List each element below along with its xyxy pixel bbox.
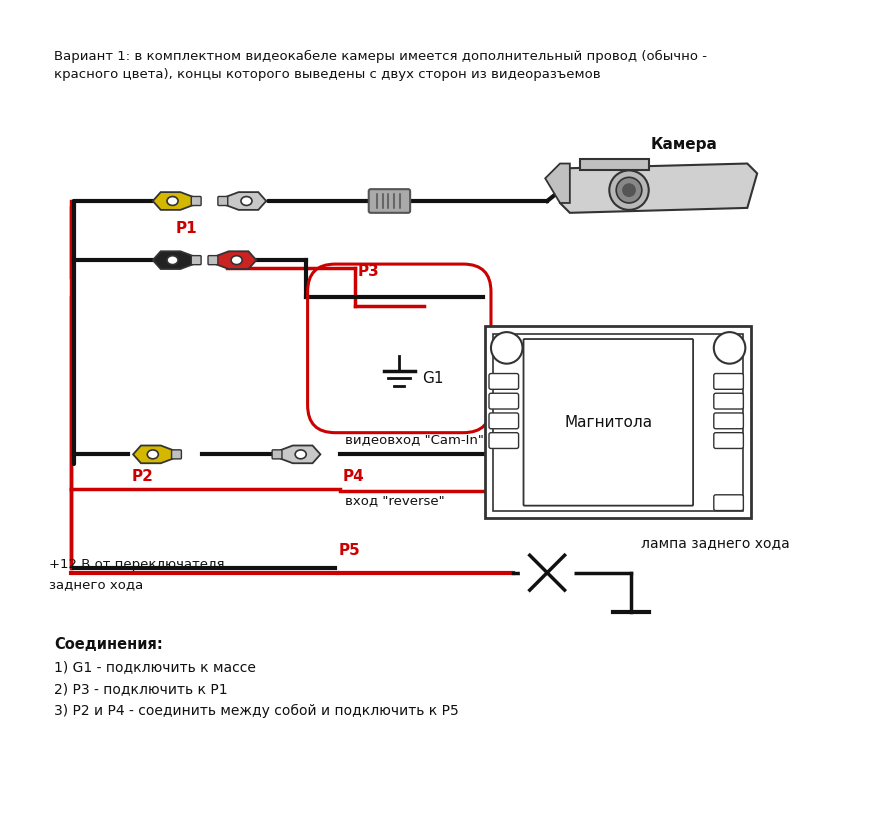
Polygon shape (153, 251, 192, 269)
Text: P2: P2 (131, 469, 153, 484)
FancyBboxPatch shape (713, 393, 743, 409)
Polygon shape (153, 192, 192, 210)
FancyBboxPatch shape (489, 393, 519, 409)
Text: заднего хода: заднего хода (50, 578, 143, 590)
Text: 1) G1 - подключить к массе: 1) G1 - подключить к массе (54, 660, 256, 674)
Circle shape (616, 177, 642, 203)
Text: 2) Р3 - подключить к Р1: 2) Р3 - подключить к Р1 (54, 682, 228, 696)
Ellipse shape (231, 255, 242, 264)
FancyBboxPatch shape (489, 413, 519, 429)
Text: +12 В от переключателя: +12 В от переключателя (50, 557, 225, 571)
FancyBboxPatch shape (208, 255, 217, 264)
Ellipse shape (167, 196, 178, 205)
Polygon shape (493, 334, 743, 511)
Polygon shape (545, 163, 570, 203)
Text: лампа заднего хода: лампа заднего хода (641, 536, 789, 550)
FancyBboxPatch shape (191, 255, 202, 264)
Text: Магнитола: Магнитола (564, 415, 652, 430)
FancyBboxPatch shape (191, 196, 202, 205)
Text: P3: P3 (358, 264, 379, 279)
FancyBboxPatch shape (713, 374, 743, 389)
Polygon shape (580, 158, 649, 171)
FancyBboxPatch shape (713, 413, 743, 429)
Text: 3) Р2 и Р4 - соединить между собой и подключить к Р5: 3) Р2 и Р4 - соединить между собой и под… (54, 704, 459, 718)
Ellipse shape (148, 450, 158, 459)
FancyBboxPatch shape (171, 450, 181, 459)
Text: Камера: Камера (651, 137, 718, 152)
Circle shape (522, 547, 573, 599)
Text: Соединения:: Соединения: (54, 637, 163, 652)
Ellipse shape (167, 255, 178, 264)
FancyBboxPatch shape (369, 189, 410, 213)
FancyBboxPatch shape (489, 433, 519, 448)
Circle shape (609, 171, 649, 210)
Text: Вариант 1: в комплектном видеокабеле камеры имеется дополнительный провод (обычн: Вариант 1: в комплектном видеокабеле кам… (54, 50, 707, 81)
Text: вход "reverse": вход "reverse" (345, 493, 445, 507)
FancyBboxPatch shape (217, 196, 228, 205)
Text: P5: P5 (339, 543, 360, 558)
Polygon shape (560, 163, 758, 213)
Circle shape (491, 333, 522, 364)
FancyBboxPatch shape (523, 339, 693, 506)
Circle shape (713, 333, 745, 364)
Text: видеовход "Cam-In": видеовход "Cam-In" (345, 433, 484, 447)
Polygon shape (281, 446, 320, 463)
FancyBboxPatch shape (489, 374, 519, 389)
Ellipse shape (295, 450, 306, 459)
Polygon shape (217, 251, 256, 269)
Text: P4: P4 (343, 469, 365, 484)
FancyBboxPatch shape (713, 495, 743, 511)
Polygon shape (485, 326, 751, 518)
Polygon shape (227, 192, 266, 210)
Text: G1: G1 (422, 371, 444, 386)
Text: P1: P1 (176, 221, 197, 236)
FancyBboxPatch shape (272, 450, 282, 459)
Ellipse shape (241, 196, 252, 205)
FancyBboxPatch shape (713, 433, 743, 448)
Circle shape (622, 183, 636, 197)
Polygon shape (133, 446, 172, 463)
